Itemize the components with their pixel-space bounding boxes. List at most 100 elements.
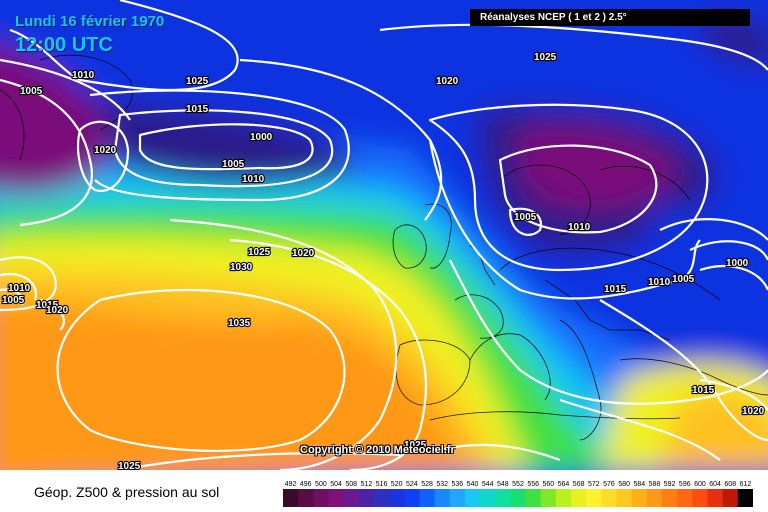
map-product-title: Géop. Z500 & pression au sol (34, 484, 220, 500)
legend-value-592: 592 (664, 481, 676, 488)
legend-value-568: 568 (573, 481, 585, 488)
isobar-label-1015: 1015 (692, 385, 715, 396)
legend-swatch-580 (616, 489, 633, 507)
legend-swatch-532 (434, 489, 451, 507)
legend-value-536: 536 (452, 481, 464, 488)
legend-swatch-596 (677, 489, 693, 507)
isobar-label-1030: 1030 (230, 262, 253, 273)
legend-value-584: 584 (633, 481, 645, 488)
legend-swatch-520 (389, 489, 405, 507)
isobar-label-1020: 1020 (46, 305, 69, 316)
legend-value-580: 580 (618, 481, 630, 488)
legend-value-516: 516 (376, 481, 388, 488)
legend-value-512: 512 (361, 481, 373, 488)
legend-swatch-588 (646, 489, 663, 507)
coastlines (0, 54, 768, 441)
isobar-label-1005: 1005 (2, 295, 25, 306)
isobar-label-1010: 1010 (568, 222, 591, 233)
legend-value-552: 552 (512, 481, 524, 488)
synoptic-map: 1005101010251015102010001005101010201025… (0, 0, 768, 470)
legend-value-588: 588 (649, 481, 661, 488)
legend-swatch-496 (298, 489, 314, 507)
legend-swatch-536 (449, 489, 466, 507)
legend-value-496: 496 (300, 481, 312, 488)
legend-swatch-504 (328, 489, 345, 507)
legend-swatch-492 (283, 489, 299, 507)
color-scale-legend: 492 496 500 504 508 512 516 520 524 528 532 536 540 5… (283, 481, 753, 507)
legend-value-528: 528 (421, 481, 433, 488)
legend-swatch-552 (510, 489, 527, 507)
legend-value-560: 560 (542, 481, 554, 488)
legend-swatch-508 (343, 489, 360, 507)
legend-value-532: 532 (436, 481, 448, 488)
isobar-label-1010: 1010 (8, 283, 31, 294)
legend-swatch-540 (464, 489, 481, 507)
isobar-label-1010: 1010 (648, 277, 671, 288)
legend-value-500: 500 (315, 481, 327, 488)
legend-swatch-612 (737, 489, 753, 507)
data-source-label: Réanalyses NCEP ( 1 et 2 ) 2.5° (470, 9, 750, 26)
isobar-label-1010: 1010 (72, 70, 95, 81)
isobar-lines (0, 0, 768, 470)
legend-swatch-576 (601, 489, 618, 507)
isobar-label-1025: 1025 (534, 52, 557, 63)
isobar-label-1015: 1015 (604, 284, 627, 295)
legend-swatch-560 (540, 489, 557, 507)
legend-value-596: 596 (679, 481, 691, 488)
legend-value-504: 504 (330, 481, 342, 488)
isobar-label-1020: 1020 (292, 248, 315, 259)
isobar-label-1035: 1035 (228, 318, 251, 329)
isobar-label-1005: 1005 (514, 212, 537, 223)
isobar-label-1000: 1000 (726, 258, 749, 269)
legend-swatch-548 (495, 489, 511, 507)
isobar-label-1005: 1005 (222, 159, 245, 170)
legend-swatch-512 (358, 489, 375, 507)
legend-swatch-544 (480, 489, 496, 507)
map-footer: Géop. Z500 & pression au sol 492 496 500 50… (0, 470, 768, 512)
legend-value-564: 564 (558, 481, 570, 488)
legend-value-492: 492 (285, 481, 297, 488)
legend-value-576: 576 (603, 481, 615, 488)
isobar-label-1000: 1000 (250, 132, 273, 143)
legend-swatch-500 (313, 489, 329, 507)
legend-value-508: 508 (345, 481, 357, 488)
map-time: 12:00 UTC (15, 34, 113, 56)
isobar-label-1015: 1015 (186, 104, 209, 115)
isobar-label-1020: 1020 (436, 76, 459, 87)
legend-value-520: 520 (391, 481, 403, 488)
legend-swatch-516 (373, 489, 390, 507)
legend-value-556: 556 (527, 481, 539, 488)
isobar-labels: 1005101010251015102010001005101010201025… (1, 51, 766, 470)
legend-swatch-604 (707, 489, 724, 507)
legend-swatch-592 (662, 489, 678, 507)
isobar-label-1025: 1025 (248, 247, 271, 258)
isobar-label-1020: 1020 (94, 145, 117, 156)
legend-swatch-600 (692, 489, 709, 507)
isobar-label-1020: 1020 (742, 406, 765, 417)
isobar-label-1005: 1005 (672, 274, 695, 285)
legend-value-544: 544 (482, 481, 494, 488)
legend-value-604: 604 (709, 481, 721, 488)
map-date: Lundi 16 février 1970 (15, 13, 165, 30)
legend-value-524: 524 (406, 481, 418, 488)
legend-swatch-584 (631, 489, 648, 507)
isobar-label-1025: 1025 (404, 440, 427, 451)
legend-swatch-528 (419, 489, 436, 507)
legend-swatch-524 (404, 489, 420, 507)
isobar-label-1010: 1010 (242, 174, 265, 185)
isobar-label-1025: 1025 (118, 461, 141, 470)
legend-swatch-608 (722, 489, 739, 507)
legend-value-572: 572 (588, 481, 600, 488)
copyright-notice: Copyright © 2010 Meteociel.fr (300, 444, 455, 456)
legend-value-540: 540 (467, 481, 479, 488)
legend-value-612: 612 (740, 481, 752, 488)
legend-swatch-572 (586, 489, 602, 507)
legend-value-608: 608 (724, 481, 736, 488)
isobar-label-1005: 1005 (20, 86, 43, 97)
isobar-label-1015: 1015 (36, 300, 59, 311)
legend-swatch-568 (571, 489, 587, 507)
legend-value-548: 548 (497, 481, 509, 488)
legend-value-600: 600 (694, 481, 706, 488)
legend-swatch-564 (555, 489, 572, 507)
